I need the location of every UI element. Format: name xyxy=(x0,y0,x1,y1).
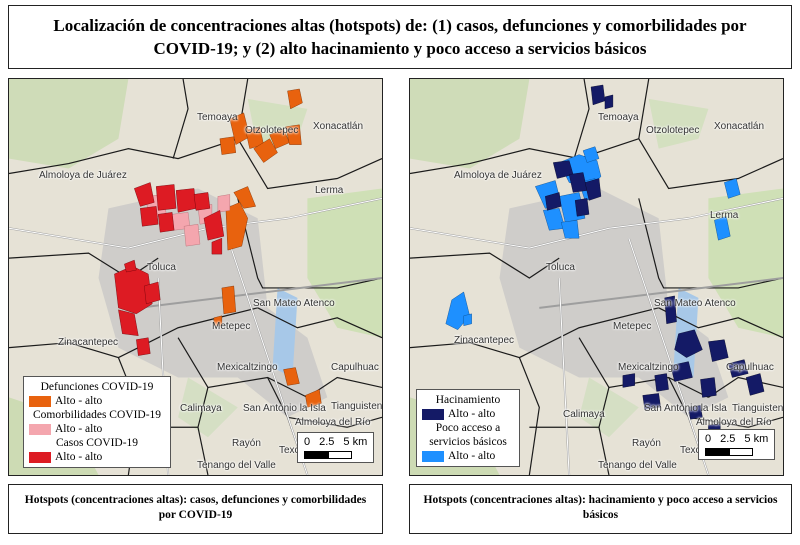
legend-hacinamiento-row: Alto - alto xyxy=(422,407,514,421)
place-rayon: Rayón xyxy=(632,438,661,449)
caption-vivienda: Hotspots (concentraciones altas): hacina… xyxy=(409,484,792,534)
legend-defunciones-title: Defunciones COVID-19 xyxy=(40,381,154,393)
title-box: Localización de concentraciones altas (h… xyxy=(8,5,792,69)
place-toluca: Toluca xyxy=(147,262,176,273)
hotspots-defunciones xyxy=(213,88,322,408)
legend-comorbilidades-row: Alto - alto xyxy=(29,422,165,436)
scale-bar-graphic-left xyxy=(304,451,367,459)
swatch-comorbilidades xyxy=(29,423,51,435)
legend-casos-item: Alto - alto xyxy=(55,451,103,463)
scale-5-km: 5 km xyxy=(343,436,368,448)
place-otzolotepec: Otzolotepec xyxy=(646,125,700,136)
place-texcalyacac: Texc xyxy=(680,445,701,456)
place-zinacantepec: Zinacantepec xyxy=(58,337,119,348)
scale-0: 0 xyxy=(705,433,712,445)
scale-numbers-left: 0 2.5 5 km xyxy=(304,436,367,448)
place-almoloya-juarez: Almoloya de Juárez xyxy=(39,170,127,181)
legend-casos-title: Casos COVID-19 xyxy=(55,437,139,449)
hotspots-casos xyxy=(114,182,225,356)
scale-bar-graphic-right xyxy=(705,448,768,456)
swatch-defunciones xyxy=(29,395,51,407)
place-texcalyacac: Texc xyxy=(279,445,300,456)
place-capulhuac: Capulhuac xyxy=(726,362,774,373)
place-mexicaltzingo: Mexicaltzingo xyxy=(217,362,278,373)
legend-servicios-title: Poco acceso a servicios básicos xyxy=(429,422,507,448)
legend-vivienda: Hacinamiento Alto - alto Poco acceso a s… xyxy=(416,389,520,467)
place-lerma: Lerma xyxy=(710,210,739,221)
place-lerma: Lerma xyxy=(315,185,344,196)
legend-covid: Defunciones COVID-19 Alto - alto Comorbi… xyxy=(23,376,171,468)
place-san-antonio-isla: San Antonio la Isla xyxy=(644,403,727,414)
place-calimaya: Calimaya xyxy=(563,409,605,420)
swatch-servicios xyxy=(422,450,444,462)
map-panel-covid: Temoaya Otzolotepec Xonacatlán Almoloya … xyxy=(8,78,383,476)
place-temoaya: Temoaya xyxy=(598,112,639,123)
legend-servicios-row: Alto - alto xyxy=(422,449,514,463)
legend-defunciones-row: Alto - alto xyxy=(29,394,165,408)
place-xonacatlan: Xonacatlán xyxy=(313,121,364,132)
place-mexicaltzingo: Mexicaltzingo xyxy=(618,362,679,373)
legend-comorbilidades-item: Alto - alto xyxy=(55,423,103,435)
legend-hacinamiento-item: Alto - alto xyxy=(448,408,496,420)
scale-bar-left: 0 2.5 5 km xyxy=(297,432,375,463)
legend-casos-row: Alto - alto xyxy=(29,450,165,464)
caption-covid: Hotspots (concentraciones altas): casos,… xyxy=(8,484,383,534)
scale-numbers-right: 0 2.5 5 km xyxy=(705,433,768,445)
legend-comorbilidades-title: Comorbilidades COVID-19 xyxy=(32,409,162,421)
place-san-mateo-atenco: San Mateo Atenco xyxy=(253,298,335,309)
place-metepec: Metepec xyxy=(613,321,652,332)
place-san-mateo-atenco: San Mateo Atenco xyxy=(654,298,736,309)
legend-hacinamiento-title: Hacinamiento xyxy=(435,394,501,406)
place-temoaya: Temoaya xyxy=(197,112,238,123)
legend-servicios-item: Alto - alto xyxy=(448,450,496,462)
place-almoloya-rio: Almoloya del Río xyxy=(696,417,772,428)
place-capulhuac: Capulhuac xyxy=(331,362,379,373)
place-tianguistenco: Tianguistenco xyxy=(331,401,383,412)
place-toluca: Toluca xyxy=(546,262,575,273)
place-almoloya-rio: Almoloya del Río xyxy=(295,417,371,428)
figure-title: Localización de concentraciones altas (h… xyxy=(53,16,747,58)
swatch-hacinamiento xyxy=(422,408,444,420)
place-san-antonio-isla: San Antonio la Isla xyxy=(243,403,326,414)
place-xonacatlan: Xonacatlán xyxy=(714,121,765,132)
place-almoloya-juarez: Almoloya de Juárez xyxy=(454,170,542,181)
scale-2-5: 2.5 xyxy=(720,433,736,445)
legend-defunciones-item: Alto - alto xyxy=(55,395,103,407)
place-tianguistenco: Tianguistenco xyxy=(732,403,784,414)
scale-bar-right: 0 2.5 5 km xyxy=(698,429,776,460)
place-zinacantepec: Zinacantepec xyxy=(454,335,515,346)
place-rayon: Rayón xyxy=(232,438,261,449)
place-metepec: Metepec xyxy=(212,321,251,332)
map-panel-vivienda: Temoaya Otzolotepec Xonacatlán Almoloya … xyxy=(409,78,784,476)
hotspots-hacinamiento xyxy=(545,84,765,440)
scale-5-km: 5 km xyxy=(744,433,769,445)
place-tenango: Tenango del Valle xyxy=(197,460,276,471)
scale-2-5: 2.5 xyxy=(319,436,335,448)
swatch-casos xyxy=(29,451,51,463)
place-tenango: Tenango del Valle xyxy=(598,460,677,471)
scale-0: 0 xyxy=(304,436,311,448)
place-otzolotepec: Otzolotepec xyxy=(245,125,299,136)
place-calimaya: Calimaya xyxy=(180,403,222,414)
